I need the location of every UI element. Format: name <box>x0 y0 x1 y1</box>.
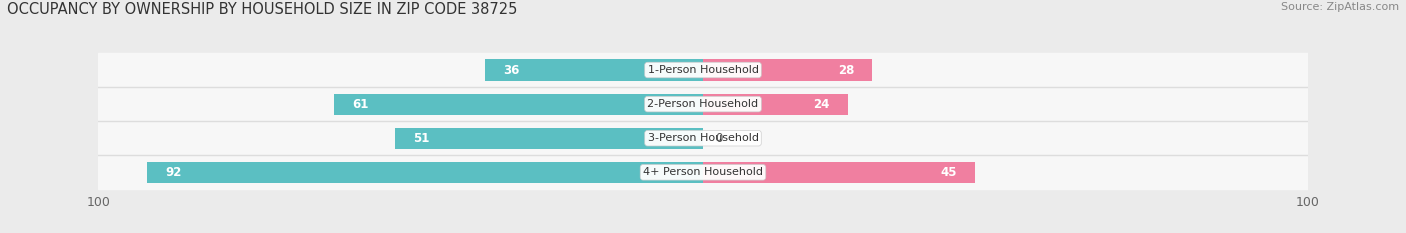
Text: Source: ZipAtlas.com: Source: ZipAtlas.com <box>1281 2 1399 12</box>
Text: OCCUPANCY BY OWNERSHIP BY HOUSEHOLD SIZE IN ZIP CODE 38725: OCCUPANCY BY OWNERSHIP BY HOUSEHOLD SIZE… <box>7 2 517 17</box>
Text: 51: 51 <box>413 132 429 145</box>
Bar <box>98 121 1308 155</box>
Bar <box>98 87 1308 121</box>
Text: 1-Person Household: 1-Person Household <box>648 65 758 75</box>
Bar <box>395 128 703 149</box>
Bar <box>146 162 703 183</box>
Text: 2-Person Household: 2-Person Household <box>647 99 759 109</box>
Text: 4+ Person Household: 4+ Person Household <box>643 167 763 177</box>
Text: 92: 92 <box>165 166 181 179</box>
Bar <box>703 93 848 115</box>
Bar <box>703 162 976 183</box>
Text: 3-Person Household: 3-Person Household <box>648 133 758 143</box>
Text: 0: 0 <box>716 132 723 145</box>
Bar <box>98 53 1308 87</box>
Text: 61: 61 <box>353 98 368 111</box>
Text: 36: 36 <box>503 64 520 76</box>
Legend: Owner-occupied, Renter-occupied: Owner-occupied, Renter-occupied <box>565 228 841 233</box>
Bar <box>98 155 1308 189</box>
Bar <box>485 59 703 81</box>
Text: 28: 28 <box>838 64 855 76</box>
Bar <box>335 93 703 115</box>
Bar <box>703 59 872 81</box>
Text: 24: 24 <box>814 98 830 111</box>
Text: 45: 45 <box>941 166 957 179</box>
